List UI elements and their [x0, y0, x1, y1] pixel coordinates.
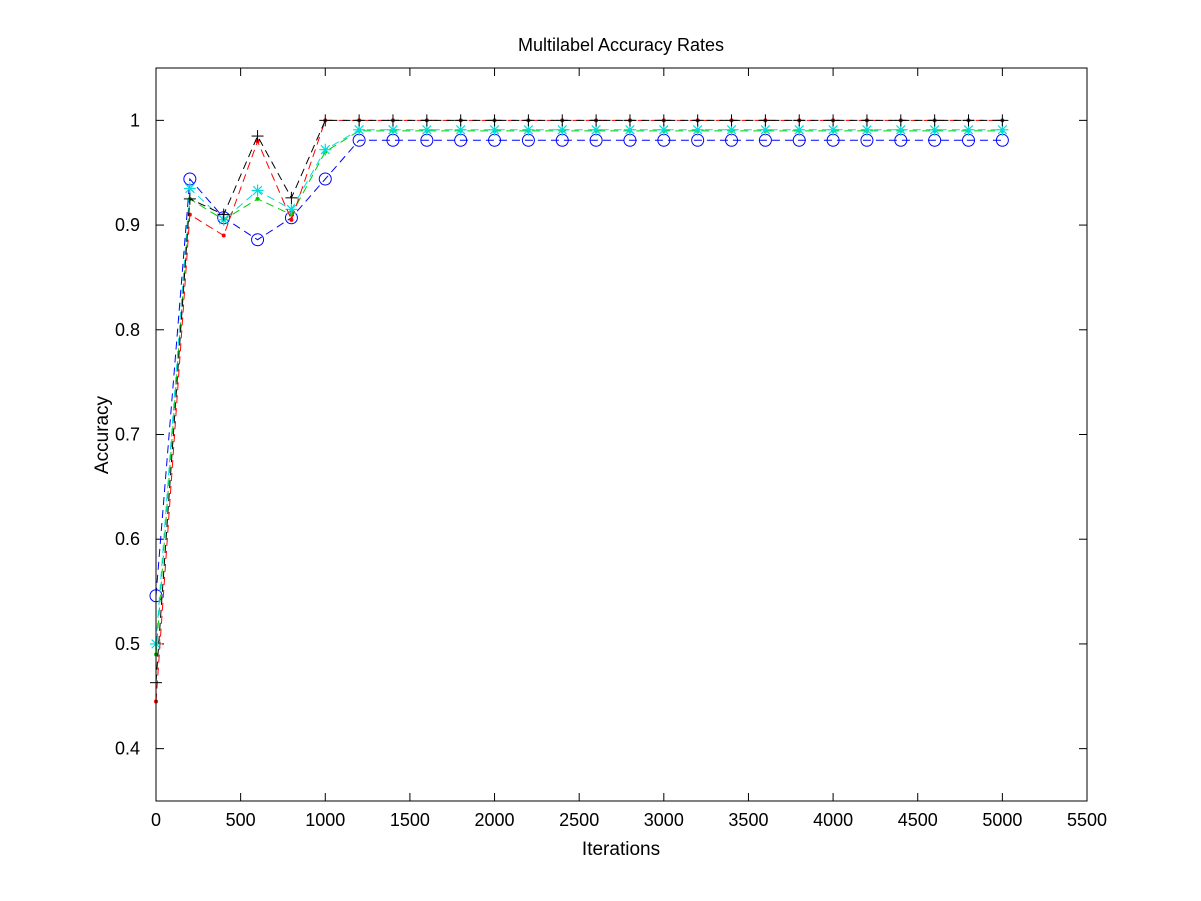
- data-point: [962, 123, 975, 136]
- x-tick-label: 2000: [475, 810, 515, 830]
- x-tick-label: 1000: [305, 810, 345, 830]
- series-4: [150, 114, 1009, 689]
- data-point: [860, 114, 873, 127]
- y-tick-label: 0.7: [115, 425, 140, 445]
- x-tick-label: 1500: [390, 810, 430, 830]
- data-point: [183, 182, 196, 195]
- data-point: [454, 114, 467, 127]
- x-tick-label: 5500: [1067, 810, 1107, 830]
- x-tick-label: 3500: [728, 810, 768, 830]
- data-point: [556, 114, 569, 127]
- plot-frame: [155, 67, 1088, 802]
- data-point: [420, 114, 433, 127]
- data-point: [285, 191, 298, 204]
- data-point: [251, 233, 265, 247]
- data-point: [725, 114, 738, 127]
- data-point: [759, 114, 772, 127]
- x-tick-label: 2500: [559, 810, 599, 830]
- data-point: [590, 114, 603, 127]
- y-tick-label: 0.4: [115, 739, 140, 759]
- y-tick-label: 1: [130, 110, 140, 130]
- data-point: [691, 114, 704, 127]
- y-axis-ticks: 0.4 0.5 0.6 0.7 0.8 0.9 1: [115, 110, 1087, 759]
- data-point: [251, 130, 264, 143]
- x-tick-label: 500: [226, 810, 256, 830]
- x-tick-label: 4000: [813, 810, 853, 830]
- y-tick-label: 0.9: [115, 215, 140, 235]
- x-axis-ticks: 0 500 1000 1500 2000 2500 3000 3500 4000 4500 5000…: [151, 68, 1107, 830]
- data-point: [319, 114, 332, 127]
- data-point: [623, 114, 636, 127]
- y-tick-label: 0.5: [115, 634, 140, 654]
- series-line: [155, 119, 1003, 683]
- data-point: [590, 123, 603, 136]
- data-point: [827, 114, 840, 127]
- data-point: [289, 217, 294, 222]
- data-point: [353, 114, 366, 127]
- plot-area: [156, 68, 1087, 801]
- data-point: [996, 114, 1009, 127]
- chart-title: Multilabel Accuracy Rates: [518, 35, 724, 55]
- data-point: [251, 184, 264, 197]
- y-tick-label: 0.8: [115, 320, 140, 340]
- y-tick-label: 0.6: [115, 529, 140, 549]
- series-group: [149, 114, 1009, 704]
- data-point: [522, 114, 535, 127]
- x-tick-label: 0: [151, 810, 161, 830]
- data-point: [657, 114, 670, 127]
- data-point: [454, 123, 467, 136]
- data-point: [318, 172, 332, 186]
- data-point: [793, 114, 806, 127]
- data-point: [488, 114, 501, 127]
- x-tick-label: 4500: [898, 810, 938, 830]
- data-point: [183, 192, 196, 205]
- series-line: [155, 139, 1003, 596]
- series-2: [150, 123, 1009, 650]
- x-tick-label: 5000: [982, 810, 1022, 830]
- x-tick-label: 3000: [644, 810, 684, 830]
- data-point: [962, 114, 975, 127]
- data-point: [386, 114, 399, 127]
- data-point: [221, 233, 226, 238]
- data-point: [386, 123, 399, 136]
- data-point: [255, 196, 260, 201]
- data-point: [894, 114, 907, 127]
- data-point: [217, 208, 230, 221]
- data-point: [928, 114, 941, 127]
- x-axis-label: Iterations: [582, 839, 660, 860]
- data-point: [319, 143, 332, 156]
- y-axis-label: Accuracy: [92, 395, 113, 474]
